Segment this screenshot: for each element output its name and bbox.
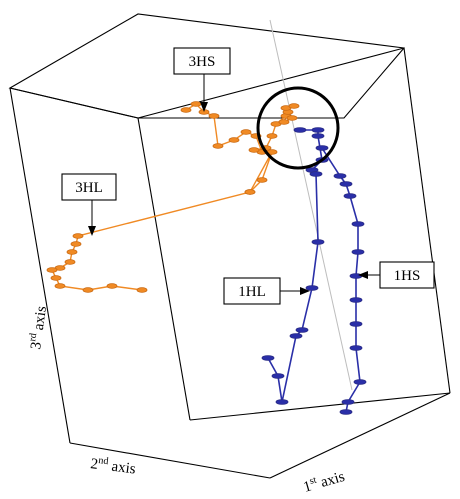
arrowhead-1hs xyxy=(358,271,368,279)
trajectory-1hl-marker xyxy=(309,171,323,177)
label-box-1hs xyxy=(379,261,435,289)
trajectory-1hl-marker xyxy=(261,355,275,361)
callout-1hs: 1HS xyxy=(358,261,435,289)
trajectory-3hl-marker xyxy=(64,259,76,265)
arrowhead-1hl xyxy=(300,287,310,295)
box-edge-back-left xyxy=(137,117,191,421)
trajectory-3hs-marker xyxy=(248,147,260,153)
box-edge-top-front-right xyxy=(137,47,405,119)
trajectory-1hs-marker xyxy=(349,321,363,327)
trajectory-3hl-marker xyxy=(106,283,118,289)
axis-label-first: 1st axis xyxy=(301,467,347,496)
label-3hs: 3HS xyxy=(189,54,216,70)
trajectory-3hs-marker xyxy=(228,137,240,143)
trajectory-3hs-marker xyxy=(288,103,300,109)
trajectory-1hs-marker xyxy=(351,221,365,227)
bounding-box xyxy=(8,13,451,479)
trajectory-1hl-marker xyxy=(311,133,325,139)
label-3hl: 3HL xyxy=(75,180,103,196)
trajectory-3hl-marker xyxy=(46,267,58,273)
trajectory-3hl-marker xyxy=(136,287,148,293)
label-box-1hl xyxy=(223,277,281,305)
callout-3hs: 3HS xyxy=(173,47,231,112)
trajectory-1hl-marker xyxy=(311,127,325,133)
trajectory-1hs-marker xyxy=(315,145,329,151)
trajectory-1hl-marker xyxy=(295,327,309,333)
trajectory-3hl-marker xyxy=(54,283,66,289)
trajectory-3hs-marker xyxy=(286,115,298,121)
trajectory-1hs-marker xyxy=(353,379,367,385)
trajectory-3hs-marker xyxy=(180,107,192,113)
trajectory-3hl-marker xyxy=(256,177,268,183)
trajectory-3hl-marker xyxy=(72,233,84,239)
reference-line xyxy=(269,19,353,391)
arrowhead-3hl xyxy=(88,226,96,236)
trajectory-1hl-marker xyxy=(289,333,303,339)
label-box-3hs xyxy=(173,47,231,75)
trajectory-1hs-marker xyxy=(349,297,363,303)
trajectory-1hs-marker xyxy=(339,181,353,187)
axis-label-third: 3rd axis xyxy=(26,305,50,351)
callout-3hl: 3HL xyxy=(61,173,117,236)
trajectory-1hl-marker xyxy=(275,399,289,405)
trajectory-3hl-marker xyxy=(66,249,78,255)
label-1hs: 1HS xyxy=(394,268,421,284)
trajectory-3hl xyxy=(50,151,273,291)
trajectory-3hl-marker xyxy=(82,287,94,293)
trajectory-3hs-marker xyxy=(278,119,290,125)
arrowhead-3hs xyxy=(200,102,208,112)
label-box-3hl xyxy=(61,173,117,201)
box-edge-bottom-front xyxy=(69,442,271,479)
trajectory-1hl-marker xyxy=(271,373,285,379)
trajectory-3hs-marker xyxy=(266,133,278,139)
label-1hl: 1HL xyxy=(238,284,266,300)
trajectory-3hl-marker xyxy=(70,241,82,247)
trajectory-3hl-marker xyxy=(244,189,256,195)
box-edge-bottom-right xyxy=(269,392,451,479)
trajectory-1hs-marker xyxy=(343,193,357,199)
trajectory-1hs-marker xyxy=(341,399,355,405)
trajectory-1hl-marker xyxy=(305,285,319,291)
trajectory-1hl-marker xyxy=(293,127,307,133)
trajectory-3hs-marker xyxy=(190,101,202,107)
trajectory-3hs-marker xyxy=(212,143,224,149)
trajectory-3hs-marker xyxy=(208,113,220,119)
trajectory-1hl-marker xyxy=(311,239,325,245)
highlight-circle xyxy=(256,86,340,170)
box-edge-bottom-back xyxy=(189,392,451,421)
box-edge-left-front xyxy=(9,87,71,444)
axis-label-second: 2nd axis xyxy=(90,454,137,477)
box-edge-right xyxy=(403,47,451,394)
trajectory-1hs-marker xyxy=(349,345,363,351)
box-edge-top-front-left xyxy=(9,87,139,119)
trajectory-1hs-marker xyxy=(351,249,365,255)
trajectory-1hs-marker xyxy=(339,409,353,415)
trajectory-3hl-marker xyxy=(50,275,62,281)
trajectory-3hs-marker xyxy=(240,129,252,135)
trajectory-1hs-marker xyxy=(333,173,347,179)
blue-markers xyxy=(261,127,367,415)
callout-1hl: 1HL xyxy=(223,277,310,305)
